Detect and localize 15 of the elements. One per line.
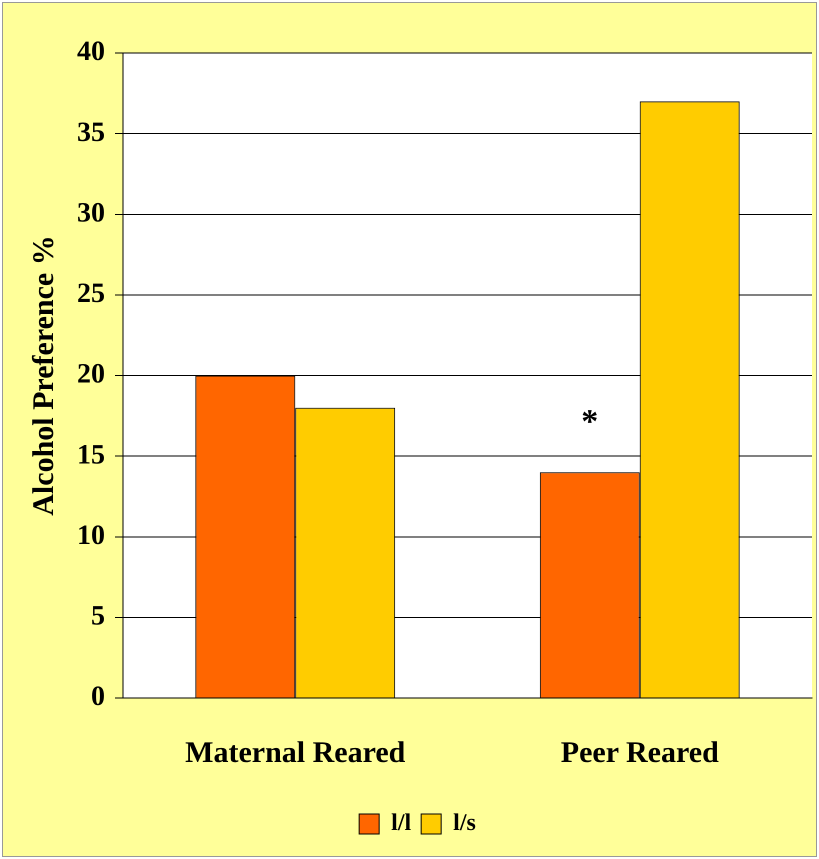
x-tick-label: Maternal Reared <box>185 736 406 769</box>
y-tick-label: 15 <box>77 439 105 470</box>
y-tick-label: 30 <box>77 197 105 228</box>
annotation: * <box>581 404 598 441</box>
legend-label: l/s <box>453 810 476 836</box>
x-tick-label: Peer Reared <box>560 736 720 769</box>
y-tick-label: 35 <box>77 116 105 148</box>
y-tick-label: 20 <box>77 358 105 390</box>
y-axis-title: Alcohol Preference % <box>26 235 60 516</box>
y-tick-label: 5 <box>91 600 105 632</box>
y-tick-label: 0 <box>91 681 105 712</box>
y-tick-label: 10 <box>77 520 105 551</box>
y-tick-label: 25 <box>77 278 105 310</box>
y-tick-label: 40 <box>77 36 105 68</box>
legend-label: l/l <box>391 810 412 836</box>
